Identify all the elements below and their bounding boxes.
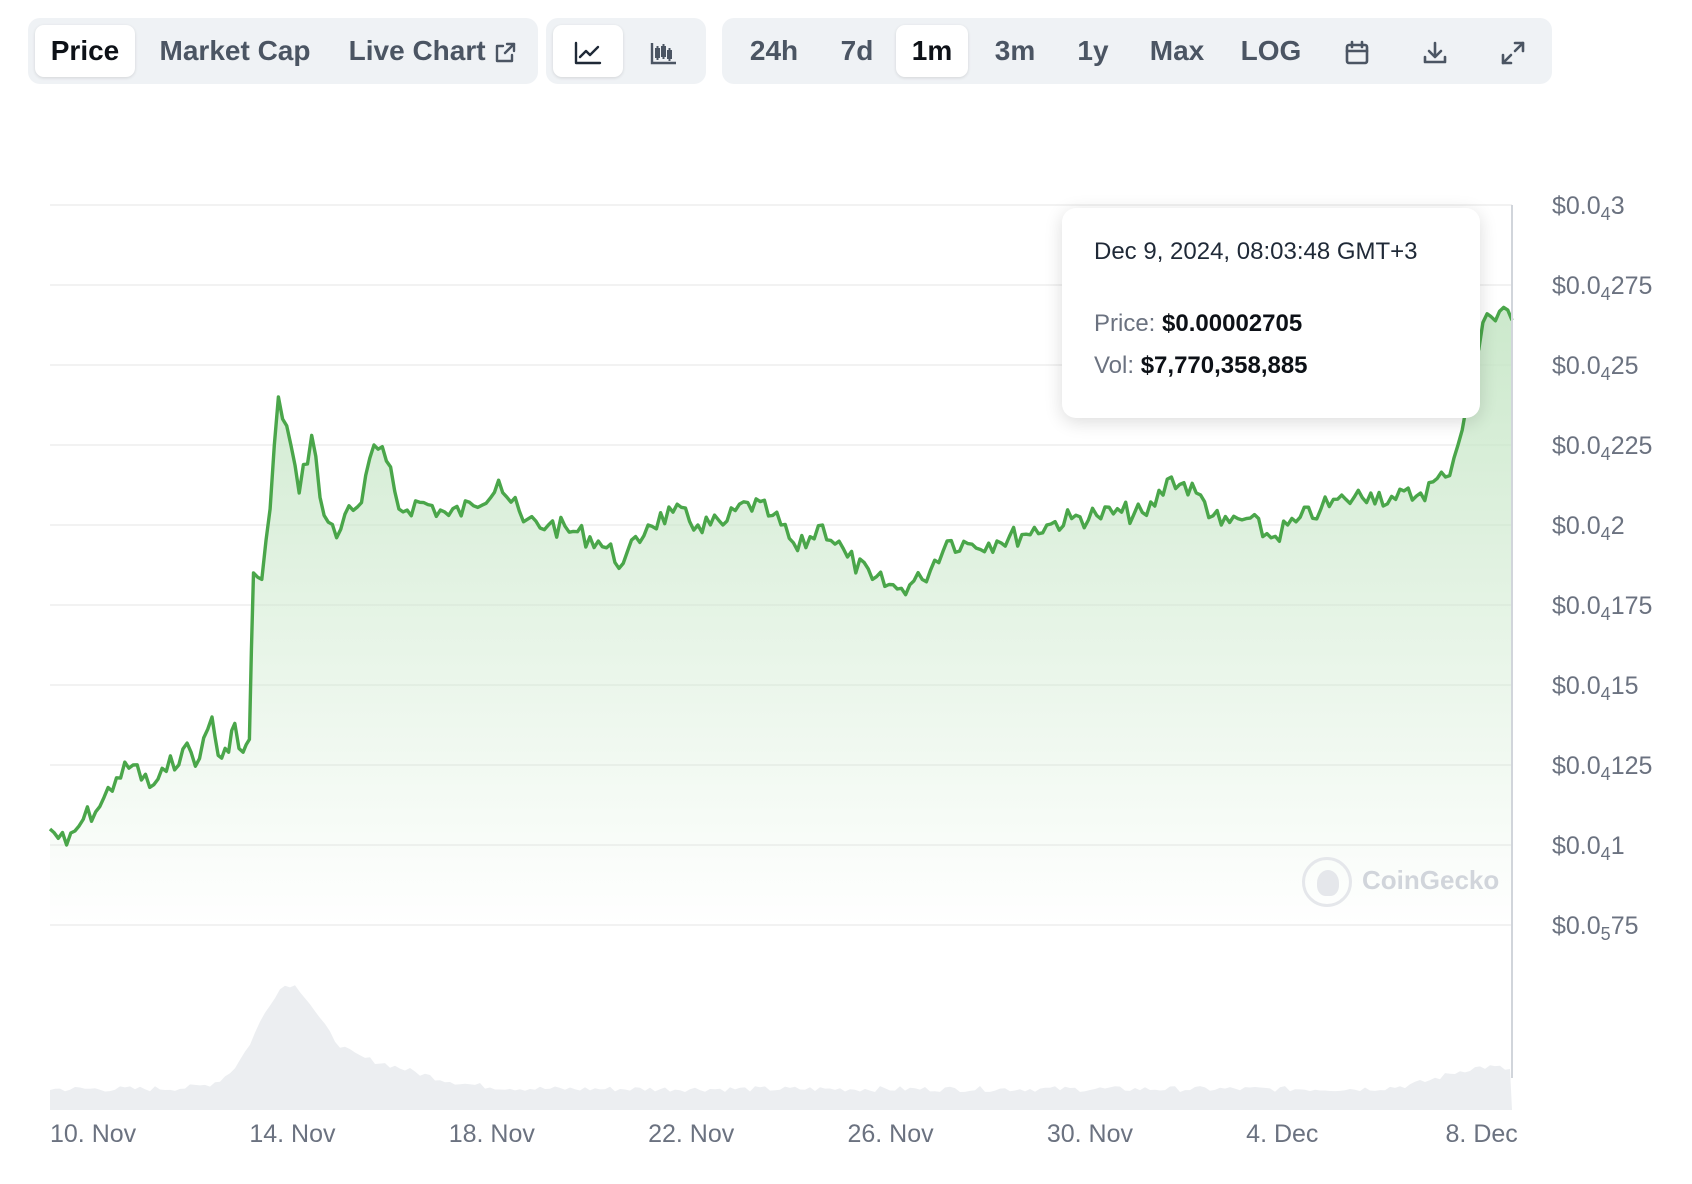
price-tooltip: Dec 9, 2024, 08:03:48 GMT+3 Price: $0.00…: [1062, 208, 1480, 418]
x-tick-label: 4. Dec: [1246, 1120, 1318, 1148]
tooltip-price-label: Price:: [1094, 310, 1156, 337]
x-tick-label: 10. Nov: [50, 1120, 137, 1148]
tooltip-vol-row: Vol: $7,770,358,885: [1094, 352, 1448, 380]
y-tick-label: $0.04225: [1552, 432, 1652, 464]
range-7d-button[interactable]: 7d: [840, 35, 874, 66]
calendar-icon: [1345, 40, 1369, 64]
live-chart-label: Live Chart: [348, 35, 486, 66]
y-tick-label: $0.04175: [1552, 592, 1652, 624]
x-tick-label: 26. Nov: [847, 1120, 934, 1148]
tooltip-vol-label: Vol:: [1094, 352, 1135, 379]
tooltip-vol-value: $7,770,358,885: [1140, 352, 1308, 379]
external-link-icon: [496, 42, 516, 62]
y-tick-label: $0.042: [1552, 512, 1625, 544]
price-line: [48, 305, 1514, 847]
chart-type-group: [546, 18, 706, 84]
line-chart-icon: [574, 41, 602, 64]
tab-market-cap[interactable]: Market Cap: [159, 35, 311, 66]
price-area-fill: [50, 307, 1512, 925]
x-axis: 10. Nov 14. Nov 18. Nov 22. Nov 26. Nov 30. N…: [50, 1120, 1518, 1148]
tooltip-date: Dec 9, 2024, 08:03:48 GMT+3: [1094, 238, 1418, 265]
line-chart-button[interactable]: [553, 25, 623, 77]
y-tick-label: $0.04125: [1552, 752, 1652, 784]
fullscreen-icon: [1501, 41, 1525, 64]
range-group: 24h 7d 1m 3m 1y Max LOG: [722, 18, 1552, 84]
tooltip-price-row: Price: $0.00002705: [1094, 310, 1448, 338]
coingecko-logo-icon: [1302, 857, 1352, 908]
tab-price[interactable]: Price: [35, 25, 135, 77]
range-max-button[interactable]: Max: [1149, 35, 1205, 66]
range-3m-button[interactable]: 3m: [994, 35, 1036, 66]
x-tick-label: 30. Nov: [1047, 1120, 1134, 1148]
tooltip-price-value: $0.00002705: [1162, 310, 1303, 337]
calendar-button[interactable]: [1322, 25, 1392, 77]
candlestick-chart-icon: [650, 42, 676, 64]
candlestick-chart-button[interactable]: [629, 25, 699, 77]
view-tab-group: Price Market Cap Live Chart: [28, 18, 538, 84]
download-icon: [1423, 41, 1447, 63]
y-tick-label: $0.041: [1552, 832, 1625, 864]
y-tick-label: $0.043: [1552, 192, 1625, 224]
log-scale-button[interactable]: LOG: [1240, 35, 1302, 66]
range-1y-button[interactable]: 1y: [1077, 35, 1109, 66]
x-tick-label: 14. Nov: [249, 1120, 336, 1148]
x-tick-label: 8. Dec: [1446, 1120, 1518, 1148]
tab-live-chart[interactable]: Live Chart: [333, 25, 533, 77]
y-tick-label: $0.0425: [1552, 352, 1639, 384]
x-tick-label: 22. Nov: [648, 1120, 735, 1148]
coingecko-watermark: CoinGecko: [1302, 852, 1499, 908]
range-1m-button[interactable]: 1m: [896, 25, 968, 77]
watermark-text: CoinGecko: [1362, 865, 1500, 895]
x-tick-label: 18. Nov: [449, 1120, 536, 1148]
volume-area: [50, 985, 1512, 1110]
y-tick-label: $0.0575: [1552, 912, 1639, 944]
y-tick-label: $0.0415: [1552, 672, 1639, 704]
download-button[interactable]: [1400, 25, 1470, 77]
range-24h-button[interactable]: 24h: [749, 35, 799, 66]
y-tick-label: $0.04275: [1552, 272, 1652, 304]
y-axis: $0.043 $0.04275 $0.0425 $0.04225 $0.042 $0.04…: [1552, 192, 1652, 944]
fullscreen-button[interactable]: [1478, 25, 1548, 77]
